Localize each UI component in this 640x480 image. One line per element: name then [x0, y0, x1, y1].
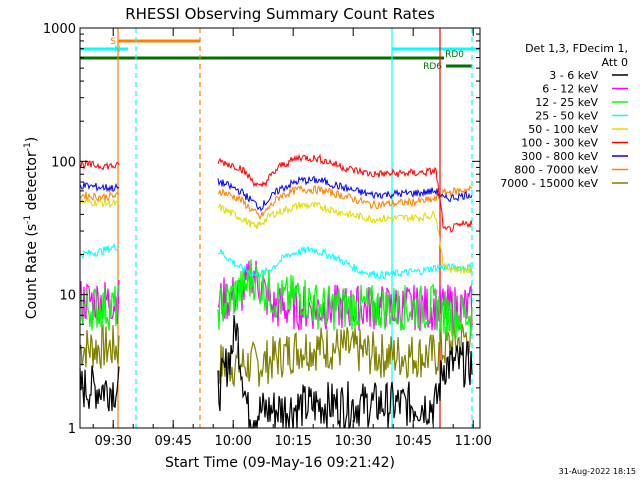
- bar-label-n: N: [114, 45, 121, 55]
- x-axis-label: Start Time (09-May-16 09:21:42): [165, 455, 395, 471]
- x-tick-label-0: 09:30: [94, 434, 131, 449]
- legend-label-7: 800 - 7000 keV: [514, 164, 598, 177]
- y-axis-label-sup2: -1: [23, 142, 33, 151]
- y-axis-label-main: Count Rate (s: [24, 224, 40, 319]
- series-line-800-7000-kev: [79, 184, 473, 221]
- legend-label-5: 100 - 300 keV: [521, 137, 598, 150]
- series-layer: [79, 153, 473, 429]
- legend-label-4: 50 - 100 keV: [528, 123, 598, 136]
- x-tick-label-1: 09:45: [154, 434, 191, 449]
- footer-timestamp: 31-Aug-2022 18:15: [559, 467, 636, 476]
- axes-ticks: 09:30 09:45 10:00 10:15 10:30 10:45 11:00 1 10 10…: [43, 22, 492, 449]
- svg-text:Count Rate (s-1 detector-1): Count Rate (s-1 detector-1): [23, 137, 40, 319]
- x-tick-label-4: 10:30: [334, 434, 371, 449]
- y-axis-label-mid: detector: [24, 151, 40, 215]
- legend-label-6: 300 - 800 keV: [521, 150, 598, 163]
- y-axis-label-end: ): [24, 137, 40, 142]
- series-line-300-800-kev: [79, 175, 473, 212]
- series-line-7000-15000-kev: [79, 315, 473, 388]
- y-axis-label-sup1: -1: [23, 215, 33, 224]
- bar-label-rd0: RD0: [445, 50, 464, 60]
- y-tick-label-2: 100: [51, 155, 76, 170]
- x-tick-label-6: 11:00: [454, 434, 491, 449]
- series-line-50-100-kev: [79, 197, 473, 275]
- legend-label-8: 7000 - 15000 keV: [500, 177, 598, 190]
- series-line-3-6-kev: [79, 314, 473, 429]
- legend-label-0: 3 - 6 keV: [549, 69, 598, 82]
- y-axis-label: Count Rate (s-1 detector-1): [23, 137, 40, 319]
- legend-label-2: 12 - 25 keV: [535, 96, 598, 109]
- y-tick-label-1: 10: [59, 289, 76, 304]
- event-lines: [117, 28, 473, 428]
- y-tick-label-3: 1000: [43, 22, 76, 37]
- bar-label-rd6: RD6: [423, 62, 442, 72]
- legend-label-1: 6 - 12 keV: [542, 83, 598, 96]
- plot-frame: [79, 27, 481, 429]
- x-tick-label-3: 10:15: [274, 434, 311, 449]
- legend-header-0: Det 1,3, FDecim 1,: [525, 42, 628, 55]
- y-tick-label-0: 1: [68, 422, 76, 437]
- x-tick-label-2: 10:00: [214, 434, 251, 449]
- legend-label-3: 25 - 50 keV: [535, 110, 598, 123]
- bar-label-s: S: [110, 37, 116, 47]
- chart-title: RHESSI Observing Summary Count Rates: [125, 5, 435, 23]
- series-line-25-50-kev: [79, 242, 473, 280]
- series-line-12-25-kev: [80, 259, 473, 339]
- x-tick-label-5: 10:45: [394, 434, 431, 449]
- legend-header-1: Att 0: [602, 56, 628, 69]
